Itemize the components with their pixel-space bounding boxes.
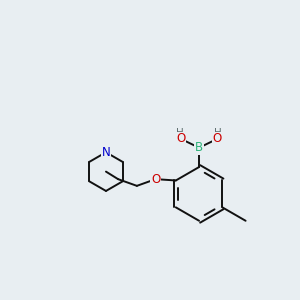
Text: B: B bbox=[195, 141, 203, 154]
Text: H: H bbox=[214, 128, 222, 138]
Text: O: O bbox=[176, 132, 185, 145]
Text: H: H bbox=[176, 128, 184, 138]
Text: N: N bbox=[102, 146, 110, 159]
Text: O: O bbox=[151, 172, 160, 186]
Text: O: O bbox=[213, 132, 222, 145]
